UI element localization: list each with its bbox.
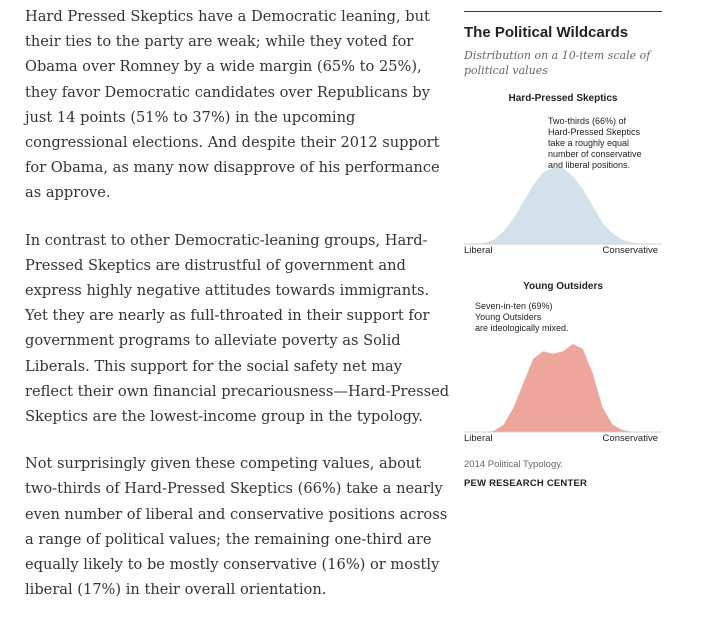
article-paragraph: Hard Pressed Skeptics have a Democratic … (25, 8, 440, 202)
axis-label-conservative: Conservative (602, 433, 658, 444)
article-paragraph: In contrast to other Democratic-leaning … (25, 231, 450, 426)
axis-label-liberal: Liberal (464, 245, 493, 256)
sidebar-subtitle: Distribution on a 10-item scale of polit… (464, 49, 651, 77)
annotation-line: Young Outsiders (475, 312, 542, 322)
annotation-line: Hard-Pressed Skeptics (548, 127, 641, 137)
distribution-area (464, 168, 662, 244)
sidebar-title: The Political Wildcards (464, 24, 629, 41)
annotation-line: Two-thirds (66%) of (548, 116, 627, 126)
axis-label-liberal: Liberal (464, 433, 493, 444)
chart-title: Young Outsiders (523, 281, 603, 292)
annotation-line: are ideologically mixed. (475, 323, 569, 333)
axis-label-conservative: Conservative (602, 245, 658, 256)
article-body: Hard Pressed Skeptics have a Democratic … (25, 4, 450, 624)
pew-research-center-logo: PEW RESEARCH CENTER (464, 478, 588, 489)
article-paragraph: Not surprisingly given these competing v… (25, 455, 448, 599)
chart-annotation: Seven-in-ten (69%) Young Outsiders are i… (475, 301, 569, 334)
distribution-area (464, 344, 662, 432)
chart-title: Hard-Pressed Skeptics (508, 93, 618, 104)
annotation-line: Seven-in-ten (69%) (475, 301, 553, 311)
annotation-line: number of conservative (548, 149, 642, 159)
chart-annotation: Two-thirds (66%) of Hard-Pressed Skeptic… (548, 116, 642, 171)
chart-area-svg (464, 344, 662, 433)
annotation-line: take a roughly equal (548, 138, 630, 148)
sidebar-panel: The Political Wildcards Distribution on … (464, 11, 662, 489)
annotation-line: and liberal positions. (548, 160, 631, 170)
source-note: 2014 Political Typology. (464, 459, 563, 470)
chart-area-svg (464, 168, 662, 245)
